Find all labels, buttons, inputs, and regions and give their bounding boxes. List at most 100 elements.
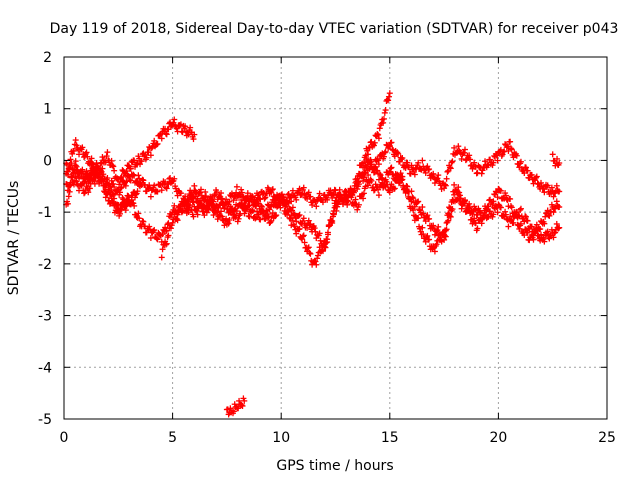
data-point (400, 182, 407, 189)
data-point (110, 180, 117, 187)
data-point (410, 207, 417, 214)
data-point (68, 160, 75, 167)
data-point (387, 165, 394, 172)
data-point (330, 207, 337, 214)
data-point (466, 152, 473, 159)
data-point (76, 174, 83, 181)
data-point (110, 163, 117, 170)
data-point (127, 200, 134, 207)
data-point (177, 190, 184, 197)
data-point (526, 175, 533, 182)
data-point (383, 178, 390, 185)
data-point (70, 147, 77, 154)
data-point (79, 144, 86, 151)
data-point (300, 215, 307, 222)
data-point (322, 244, 329, 251)
data-point (244, 190, 251, 197)
data-point (148, 145, 155, 152)
data-point (388, 139, 395, 146)
data-point (538, 179, 545, 186)
data-point (517, 158, 524, 165)
data-point (424, 232, 431, 239)
data-point (162, 224, 169, 231)
data-point (295, 212, 302, 219)
data-point (314, 255, 321, 262)
data-point (171, 211, 178, 218)
data-point (118, 184, 125, 191)
x-tick-labels: 0 5 10 15 20 25 (60, 430, 616, 446)
data-point (244, 203, 251, 210)
data-point (64, 161, 71, 168)
data-point (329, 210, 336, 217)
data-point (385, 93, 392, 100)
data-point (268, 217, 275, 224)
data-points (63, 90, 563, 418)
data-point (191, 203, 198, 210)
data-point (430, 170, 437, 177)
data-point (93, 159, 100, 166)
data-point (434, 227, 441, 234)
data-point (502, 192, 509, 199)
data-point (198, 186, 205, 193)
data-point (336, 191, 343, 198)
data-point (502, 211, 509, 218)
data-point (91, 178, 98, 185)
data-point (382, 107, 389, 114)
data-point (524, 217, 531, 224)
data-point (482, 158, 489, 165)
data-point (504, 143, 511, 150)
data-point (415, 159, 422, 166)
data-point (171, 202, 178, 209)
data-point (154, 140, 161, 147)
data-point (136, 175, 143, 182)
data-point (443, 175, 450, 182)
data-point (88, 155, 95, 162)
data-point (438, 238, 445, 245)
data-point (233, 183, 240, 190)
data-point (245, 212, 252, 219)
data-point (502, 208, 509, 215)
x-tick-label: 25 (598, 430, 616, 446)
data-point (110, 191, 117, 198)
data-point (182, 123, 189, 130)
data-point (108, 177, 115, 184)
data-point (262, 194, 269, 201)
data-point (517, 205, 524, 212)
data-point (86, 185, 93, 192)
data-point (252, 215, 259, 222)
data-point (139, 176, 146, 183)
data-point (239, 203, 246, 210)
data-point (517, 220, 524, 227)
data-point (118, 173, 125, 180)
data-point (420, 231, 427, 238)
data-point (461, 149, 468, 156)
data-point (151, 137, 158, 144)
data-point (321, 243, 328, 250)
data-point (352, 179, 359, 186)
data-point (497, 187, 504, 194)
data-point (375, 135, 382, 142)
data-point (451, 144, 458, 151)
data-point (140, 218, 147, 225)
data-point (296, 225, 303, 232)
data-point (416, 206, 423, 213)
data-point (391, 185, 398, 192)
data-point (507, 145, 514, 152)
data-point (211, 192, 218, 199)
data-point (550, 234, 557, 241)
data-point (95, 171, 102, 178)
data-point (374, 131, 381, 138)
data-point (414, 199, 421, 206)
data-point (431, 180, 438, 187)
data-point (289, 187, 296, 194)
data-point (238, 199, 245, 206)
data-point (507, 195, 514, 202)
data-point (307, 250, 314, 257)
data-point (231, 206, 238, 213)
data-point (360, 190, 367, 197)
data-point (490, 198, 497, 205)
data-point (352, 196, 359, 203)
data-point (319, 199, 326, 206)
data-point (226, 198, 233, 205)
data-point (100, 182, 107, 189)
